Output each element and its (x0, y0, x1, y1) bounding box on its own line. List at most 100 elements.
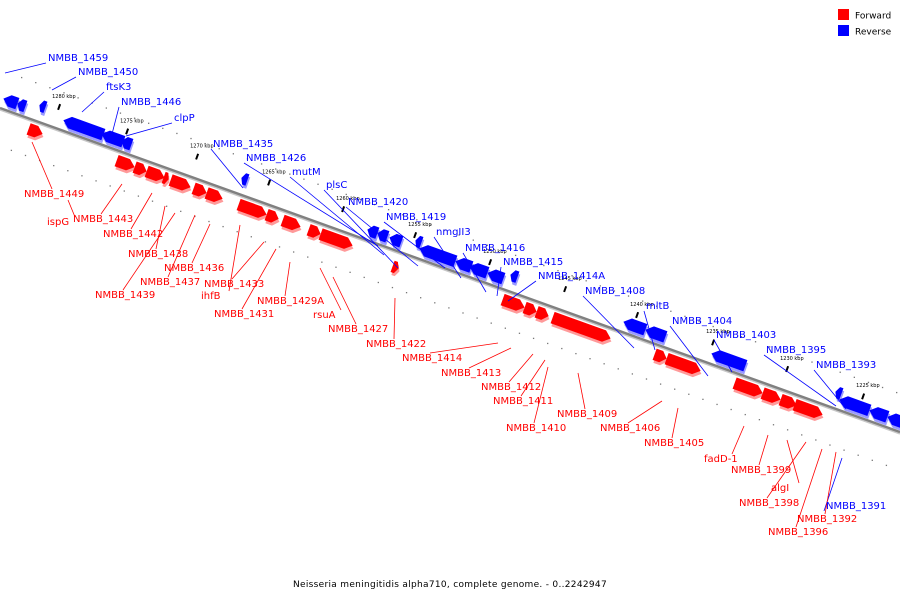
reverse-gene (377, 229, 390, 243)
scale-tick-label: 1240 kbp (630, 302, 654, 308)
forward-gene-label: NMBB_1443 (73, 214, 133, 225)
forward-gene (280, 214, 301, 231)
forward-gene-label: NMBB_1406 (600, 423, 660, 434)
scale-ticks: 1280 kbp 1275 kbp 1270 kbp 1265 kbp 1260 kbp… (52, 94, 880, 400)
reverse-gene-label: NMBB_1408 (585, 286, 645, 297)
guide-dot (871, 459, 873, 461)
guide-dot (151, 200, 154, 202)
guide-dot (613, 290, 616, 292)
guide-dot (486, 244, 489, 246)
forward-gene (792, 399, 823, 419)
reverse-leader-line (669, 325, 709, 377)
forward-gene-label: NMBB_1405 (644, 438, 704, 449)
guide-dot (345, 193, 347, 196)
guide-dot (180, 210, 182, 213)
guide-dot (896, 391, 898, 394)
forward-leader-line (155, 205, 166, 250)
guide-dot (444, 229, 446, 231)
forward-gene-label: NMBB_1411 (493, 396, 553, 407)
guide-dot (194, 215, 196, 218)
reverse-gene (3, 95, 20, 110)
guide-dot (349, 271, 351, 273)
legend-forward-label: Forward (855, 12, 891, 22)
reverse-gene-label: NMBB_1420 (348, 197, 408, 208)
reverse-gene-label: NMBB_1414A (538, 271, 605, 282)
guide-dot (10, 149, 13, 152)
reverse-gene-label: mutM (292, 167, 321, 178)
reverse-leader-line (345, 206, 419, 267)
reverse-gene-label: nmgII3 (436, 227, 471, 238)
forward-gene (390, 260, 399, 274)
forward-gene (204, 187, 223, 203)
scale-tick-mark (195, 153, 200, 160)
guide-dot (575, 352, 577, 355)
guide-dot (726, 330, 728, 333)
guide-dot (246, 158, 249, 160)
reverse-leader-line (81, 91, 105, 113)
forward-gene (132, 161, 147, 176)
forward-gene-label: NMBB_1439 (95, 290, 155, 301)
gene-features (3, 95, 900, 431)
guide-dot (363, 276, 365, 279)
legend-forward-swatch (838, 9, 849, 20)
guide-dot (772, 424, 775, 426)
reverse-gene-label: ftsK3 (106, 82, 131, 93)
forward-gene (550, 311, 611, 342)
reverse-leader-line (51, 76, 77, 91)
forward-gene-label: NMBB_1429A (257, 296, 324, 307)
reverse-leader-line (383, 221, 446, 269)
reverse-gene (835, 387, 844, 400)
forward-leader-line (231, 241, 265, 280)
guide-dot (448, 307, 450, 309)
scale-tick-label: 1255 kbp (408, 222, 432, 228)
forward-leader-line (795, 448, 823, 528)
forward-leader-line (122, 212, 176, 291)
forward-gene-label: NMBB_1422 (366, 339, 426, 350)
scale-tick-mark (861, 393, 866, 400)
forward-leader-line (167, 214, 196, 278)
forward-gene (306, 224, 321, 238)
forward-gene-label: NMBB_1392 (797, 514, 857, 525)
forward-gene-label: NMBB_1413 (441, 368, 501, 379)
reverse-gene (487, 269, 506, 285)
forward-leader-line (731, 425, 745, 455)
forward-gene-label: NMBB_1449 (24, 189, 84, 200)
reverse-gene (455, 258, 474, 273)
scale-tick-label: 1235 kbp (706, 329, 730, 335)
guide-dot (589, 358, 591, 360)
guide-dot (119, 112, 122, 114)
guide-dot (801, 434, 803, 436)
guide-dot (740, 336, 743, 338)
forward-leader-line (191, 223, 211, 264)
guide-dot (881, 386, 884, 389)
guide-dot (504, 327, 506, 329)
legend-reverse-swatch (838, 25, 849, 36)
guide-dot (529, 259, 531, 262)
reverse-gene-label: plsC (326, 180, 347, 191)
guide-dot (24, 154, 27, 157)
guide-dot (420, 297, 422, 299)
forward-gene (236, 198, 267, 218)
forward-gene-label: NMBB_1410 (506, 423, 566, 434)
scale-tick-mark (57, 103, 62, 111)
guide-dot (674, 388, 676, 390)
guide-dot (783, 351, 785, 353)
guide-dot (49, 87, 51, 89)
forward-gene-label: NMBB_1433 (204, 279, 264, 290)
forward-gene (522, 301, 537, 316)
guide-dot (105, 107, 107, 109)
reverse-gene-label: NMBB_1419 (386, 212, 446, 223)
forward-leader-line (393, 297, 396, 340)
guide-dot (839, 371, 841, 373)
reverse-gene-label: NMBB_1426 (246, 153, 306, 164)
scale-tick-label: 1265 kbp (262, 169, 286, 175)
scale-tick-label: 1225 kbp (856, 383, 880, 389)
guide-dot (35, 81, 37, 84)
guide-dot (278, 246, 281, 248)
reverse-gene (839, 396, 872, 416)
reverse-leader-line (433, 236, 462, 279)
forward-gene-label: NMBB_1396 (768, 527, 828, 538)
backbone-line (0, 106, 900, 434)
legend-reverse-label: Reverse (855, 28, 892, 38)
forward-leader-line (577, 372, 586, 410)
